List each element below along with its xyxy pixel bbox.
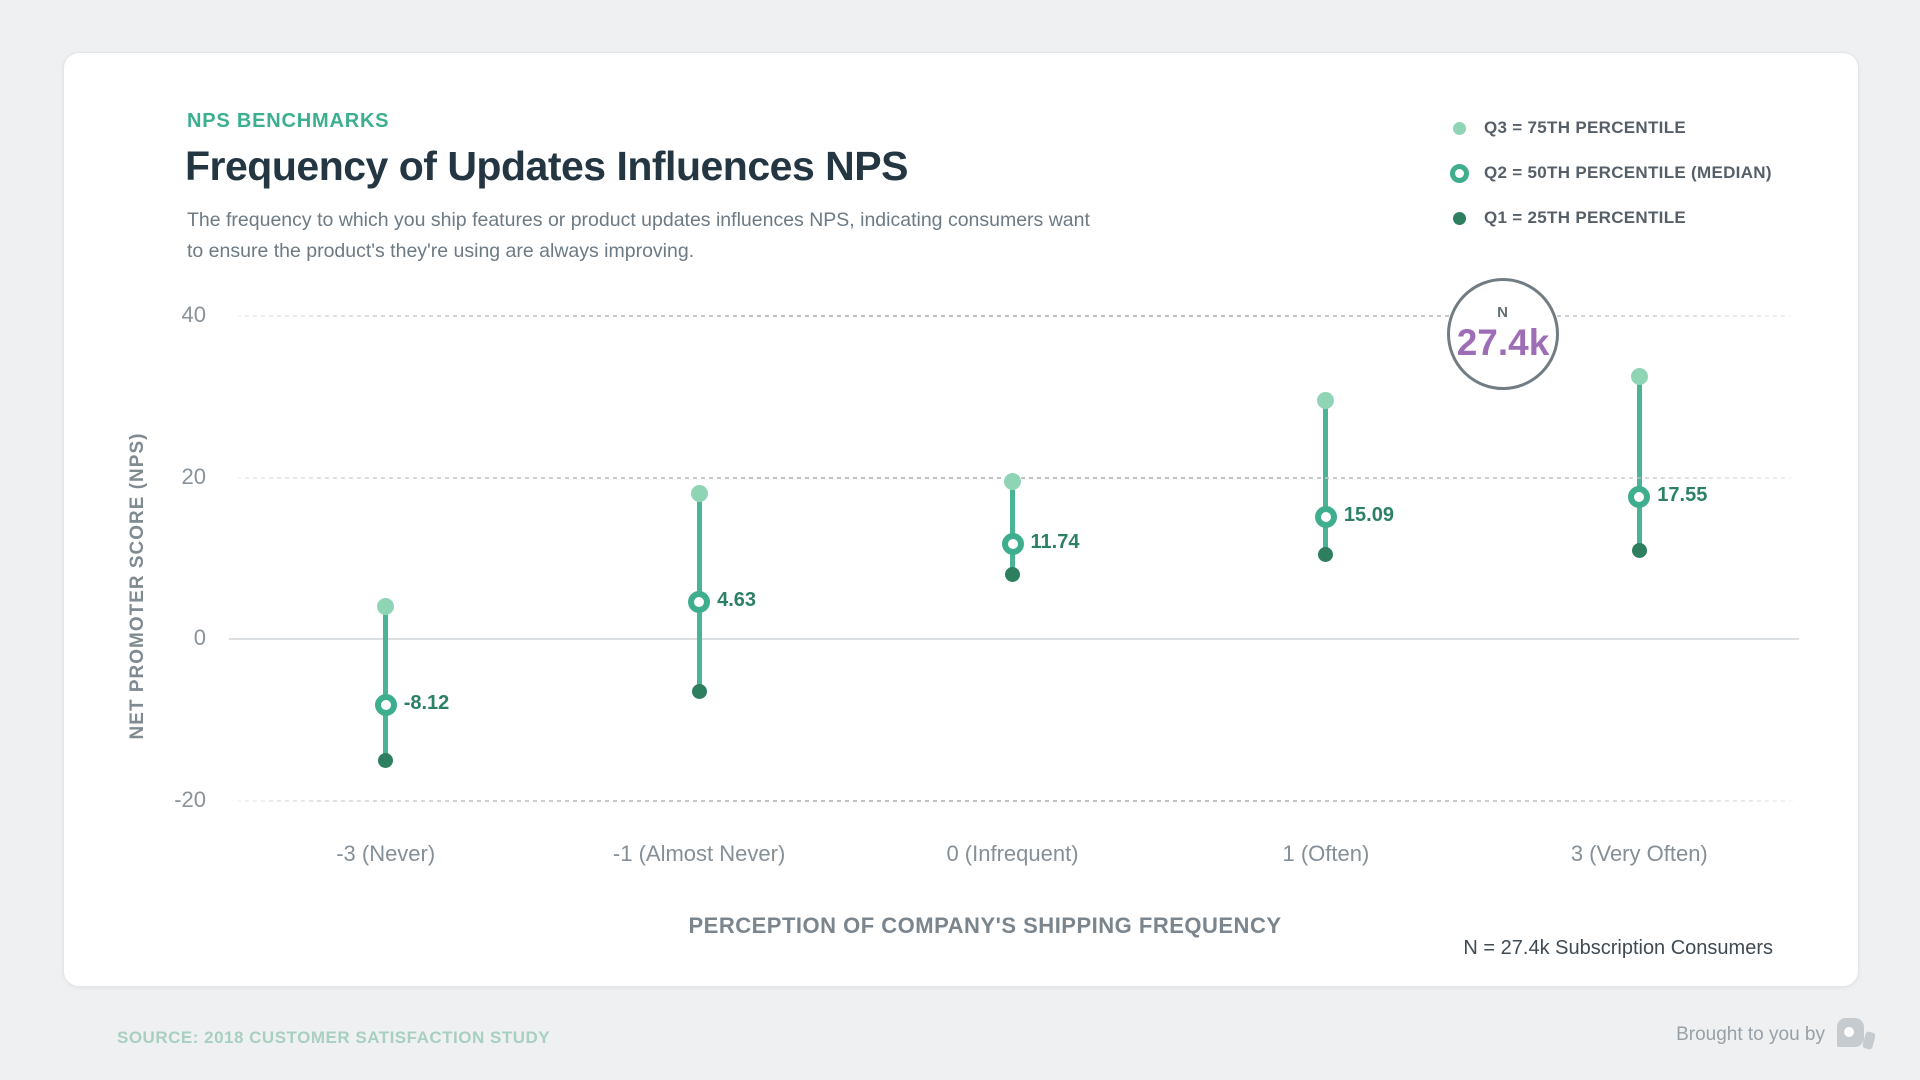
brought-to-you-by-label: Brought to you by (1676, 1024, 1825, 1045)
median-value-label: 11.74 (1030, 531, 1080, 554)
chart-legend: Q3 = 75TH PERCENTILE Q2 = 50TH PERCENTIL… (1446, 113, 1772, 233)
q1-marker (1005, 566, 1020, 582)
q1-marker (691, 683, 707, 699)
legend-label-q1: Q1 = 25TH PERCENTILE (1484, 208, 1687, 227)
x-axis-title: PERCEPTION OF COMPANY'S SHIPPING FREQUEN… (688, 913, 1282, 938)
q2-marker (688, 590, 711, 613)
q3-marker (377, 598, 395, 616)
q3-dot-icon (1446, 121, 1472, 135)
x-tick-label: 3 (Very Often) (1570, 841, 1708, 866)
q1-marker (1318, 546, 1334, 562)
x-tick-label: -1 (Almost Never) (612, 841, 786, 866)
y-tick-label: 0 (193, 625, 206, 650)
median-value-label: 15.09 (1343, 504, 1394, 527)
q2-ring-icon (1446, 163, 1472, 183)
gridline--20 (229, 799, 1799, 802)
chart-card: NPS BENCHMARKS Frequency of Updates Infl… (63, 52, 1859, 987)
median-value-label: 4.63 (717, 588, 757, 611)
x-tick-label: 1 (Often) (1282, 841, 1370, 866)
sample-size-note: N = 27.4k Subscription Consumers (1463, 937, 1773, 959)
q2-marker (1001, 533, 1024, 556)
q3-marker (1004, 473, 1021, 491)
legend-label-q2: Q2 = 50TH PERCENTILE (MEDIAN) (1484, 163, 1772, 182)
eyebrow-label: NPS BENCHMARKS (187, 110, 390, 132)
gridline-40 (229, 315, 1799, 317)
sample-size-value: 27.4k (1456, 322, 1550, 363)
y-tick-label: 40 (181, 302, 206, 327)
q3-marker (1317, 392, 1335, 410)
q1-dot-icon (1446, 211, 1472, 225)
plot-area: 40 20 0 -20 -8.12 -3 (Never) 4.63 -1 (Almost Ne… (64, 53, 1858, 986)
gridline-0 (229, 638, 1799, 640)
q2-marker (1314, 506, 1337, 529)
brand-credit: Brought to you by (1676, 1016, 1876, 1054)
q2-marker (1628, 486, 1651, 509)
y-axis-title: NET PROMOTER SCORE (NPS) (127, 432, 148, 740)
median-value-label: 17.55 (1657, 484, 1708, 507)
q1-marker (1631, 542, 1647, 558)
range-stem (383, 606, 389, 761)
sample-size-badge: N 27.4k (1447, 278, 1559, 390)
productboard-logo-icon (1837, 1016, 1876, 1054)
q2-marker (374, 693, 397, 716)
range-stem (1010, 481, 1015, 575)
sample-size-n-label: N (1497, 304, 1509, 321)
median-value-label: -8.12 (403, 691, 450, 714)
chart-subtitle: The frequency to which you ship features… (187, 205, 1090, 267)
y-tick-label: 20 (181, 463, 206, 489)
q3-marker (1630, 368, 1648, 386)
range-stem (1636, 376, 1642, 551)
subtitle-line-1: The frequency to which you ship features… (187, 209, 1090, 231)
legend-item-q1: Q1 = 25TH PERCENTILE (1446, 203, 1772, 233)
legend-item-q3: Q3 = 75TH PERCENTILE (1446, 113, 1772, 143)
q1-marker (378, 752, 394, 768)
q3-marker (690, 485, 708, 503)
x-tick-label: -3 (Never) (336, 841, 436, 866)
legend-label-q3: Q3 = 75TH PERCENTILE (1484, 118, 1687, 137)
legend-item-q2: Q2 = 50TH PERCENTILE (MEDIAN) (1446, 158, 1772, 188)
y-tick-label: -20 (174, 786, 206, 812)
source-credit: SOURCE: 2018 CUSTOMER SATISFACTION STUDY (117, 1028, 551, 1047)
subtitle-line-2: to ensure the product's they're using ar… (187, 240, 695, 262)
x-tick-label: 0 (Infrequent) (946, 841, 1079, 866)
page-title: Frequency of Updates Influences NPS (185, 143, 908, 189)
